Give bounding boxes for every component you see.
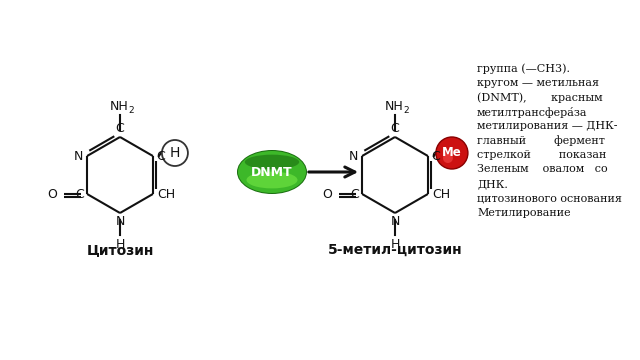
Ellipse shape — [246, 172, 298, 188]
Text: 2: 2 — [128, 106, 134, 115]
Ellipse shape — [244, 155, 300, 169]
Text: кругом — метильная: кругом — метильная — [477, 77, 599, 87]
Text: метилирования — ДНК-: метилирования — ДНК- — [477, 121, 618, 131]
Text: NH: NH — [385, 100, 403, 113]
Text: ДНК.: ДНК. — [477, 179, 508, 189]
Text: H: H — [170, 146, 180, 160]
Text: группа (—СН3).: группа (—СН3). — [477, 63, 570, 73]
Circle shape — [443, 153, 453, 163]
Text: Цитозин: Цитозин — [86, 243, 154, 257]
Text: метилтрансфера́за: метилтрансфера́за — [477, 107, 588, 117]
Text: DNMT: DNMT — [251, 166, 293, 179]
Text: C: C — [116, 122, 124, 135]
Circle shape — [436, 137, 468, 169]
Text: Me: Me — [442, 147, 462, 159]
Text: C: C — [350, 188, 359, 201]
Text: CH: CH — [432, 188, 450, 201]
Text: NH: NH — [109, 100, 129, 113]
Text: O: O — [47, 188, 57, 201]
Text: Зеленым    овалом   со: Зеленым овалом со — [477, 165, 607, 175]
Text: N: N — [74, 149, 83, 162]
Text: C: C — [76, 188, 84, 201]
Text: H: H — [390, 238, 400, 251]
Text: C: C — [431, 149, 440, 162]
Ellipse shape — [238, 151, 306, 193]
Text: N: N — [349, 149, 358, 162]
Text: (DNMT),       красным: (DNMT), красным — [477, 92, 603, 103]
Text: N: N — [390, 215, 400, 228]
Text: N: N — [115, 215, 125, 228]
Text: 5-метил-цитозин: 5-метил-цитозин — [328, 243, 462, 257]
Text: цитозинового основания: цитозинового основания — [477, 194, 622, 203]
Text: C: C — [390, 122, 399, 135]
Ellipse shape — [237, 150, 307, 194]
Text: 2: 2 — [403, 106, 408, 115]
Text: главный        фермент: главный фермент — [477, 135, 605, 146]
Text: H: H — [115, 238, 125, 251]
Text: C: C — [156, 149, 164, 162]
Text: стрелкой        показан: стрелкой показан — [477, 150, 606, 160]
Circle shape — [162, 140, 188, 166]
Text: O: O — [322, 188, 332, 201]
Text: Метилирование: Метилирование — [477, 208, 571, 218]
Text: CH: CH — [157, 188, 175, 201]
